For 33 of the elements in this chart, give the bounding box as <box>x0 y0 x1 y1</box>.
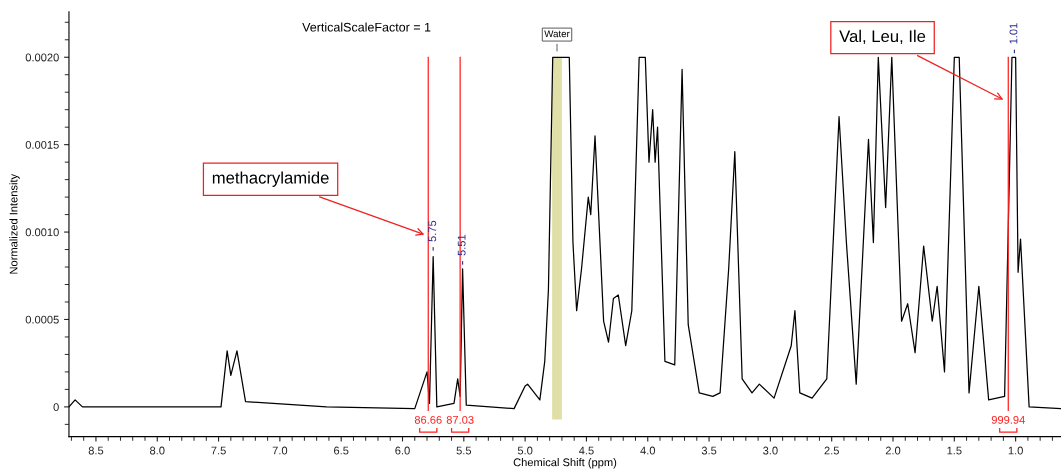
annotation: Val, Leu, Ile <box>839 29 926 45</box>
x-axis-title: Chemical Shift (ppm) <box>513 458 617 469</box>
annotation: VerticalScaleFactor = 1 <box>302 22 431 32</box>
x-tick-label: 7.5 <box>211 446 226 455</box>
band-label: Water <box>544 30 570 38</box>
annotation: 5.51 <box>457 234 466 256</box>
x-tick-label: 7.0 <box>272 446 288 455</box>
x-tick-label: 8.0 <box>150 446 165 455</box>
annotation: 87.03 <box>446 415 474 424</box>
x-tick-label: 5.5 <box>456 446 472 455</box>
y-axis-title: Normalized Intensity <box>9 173 20 274</box>
y-tick-label: 0.0020 <box>25 53 59 62</box>
annotation: methacrylamide <box>212 171 329 187</box>
x-tick-label: 1.0 <box>1008 446 1023 455</box>
y-tick-label: 0.0015 <box>25 140 59 149</box>
x-tick-label: 3.0 <box>763 446 778 455</box>
x-tick-label: 4.5 <box>578 446 594 455</box>
annotation: 86.66 <box>414 415 442 424</box>
x-tick-label: 1.5 <box>947 446 962 455</box>
annotation: 1.01 <box>1009 23 1018 44</box>
x-tick-label: 8.5 <box>88 446 104 455</box>
annotation: 5.75 <box>428 220 437 242</box>
y-tick-label: 0 <box>53 403 59 412</box>
y-tick-label: 0.0005 <box>25 315 59 324</box>
x-tick-label: 2.5 <box>824 446 839 455</box>
x-tick-label: 4.0 <box>640 446 656 455</box>
x-tick-label: 3.5 <box>701 446 717 455</box>
x-tick-label: 6.5 <box>334 446 349 455</box>
x-tick-label: 5.0 <box>517 446 533 455</box>
x-tick-label: 2.0 <box>885 446 901 455</box>
annotation: 999.94 <box>991 415 1025 424</box>
y-tick-label: 0.0010 <box>25 228 59 237</box>
x-tick-label: 6.0 <box>395 446 410 455</box>
